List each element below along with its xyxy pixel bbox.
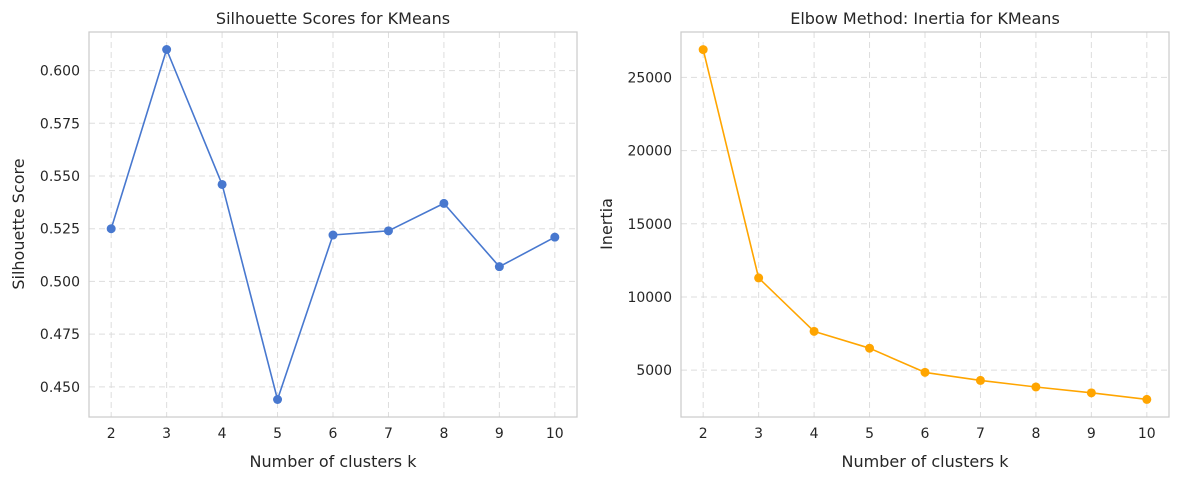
data-point [328,230,338,240]
x-tick-label: 4 [810,426,819,442]
x-tick-label: 5 [273,426,282,442]
x-axis-label: Number of clusters k [842,452,1010,471]
chart-title: Elbow Method: Inertia for KMeans [790,9,1060,28]
y-tick-label: 0.575 [40,116,80,132]
chart-title: Silhouette Scores for KMeans [216,9,450,28]
x-tick-label: 4 [218,426,227,442]
y-tick-label: 0.500 [40,274,80,290]
x-tick-label: 9 [495,426,504,442]
y-tick-label: 5000 [636,363,672,379]
data-point [1142,394,1152,404]
x-tick-label: 7 [976,426,985,442]
x-tick-label: 7 [384,426,393,442]
data-point [754,273,764,283]
data-point [975,375,985,385]
grid [681,32,1169,417]
data-point [698,45,708,55]
data-point [217,179,227,189]
y-tick-label: 0.525 [40,222,80,238]
silhouette-chart: Silhouette Scores for KMeans 2 3 4 5 6 7 8 9 10 0… [9,9,578,471]
x-tick-label: 8 [439,426,448,442]
plot-frame [88,31,578,418]
x-tick-label: 8 [1031,426,1040,442]
data-point [550,232,560,242]
y-tick-label: 20000 [627,144,672,160]
y-tick-label: 0.550 [40,169,80,185]
x-tick-label: 5 [865,426,874,442]
grid [89,32,577,417]
y-tick-label: 25000 [627,70,672,86]
data-point [383,226,393,236]
data-point [494,262,504,272]
data-point [106,224,116,234]
data-point [162,45,172,54]
y-tick-label: 0.450 [40,380,80,396]
x-tick-label: 2 [699,426,708,442]
tick-layer: 2 3 4 5 6 7 8 9 10 5000 10000 15000 20000 25000 [627,70,1155,442]
data-point [1086,388,1096,398]
y-tick-label: 15000 [627,217,672,233]
x-tick-label: 10 [1138,426,1156,442]
x-tick-label: 9 [1087,426,1096,442]
y-axis-label: Inertia [597,198,616,250]
x-tick-label: 2 [107,426,116,442]
y-axis-label: Silhouette Score [9,158,28,289]
inertia-chart: Elbow Method: Inertia for KMeans 2 3 4 5 6 7 8… [597,9,1170,471]
data-point [1031,382,1041,392]
series-layer [106,45,560,404]
x-tick-label: 6 [921,426,930,442]
data-point [865,343,875,353]
series-layer [698,45,1152,404]
y-tick-label: 10000 [627,290,672,306]
tick-layer: 2 3 4 5 6 7 8 9 10 0.450 0.475 0.500 0.525 0.550 0.575… [40,64,564,442]
x-tick-label: 3 [162,426,171,442]
x-tick-label: 6 [329,426,338,442]
plot-frame [680,31,1170,418]
y-tick-label: 0.600 [40,64,80,80]
y-tick-label: 0.475 [40,327,80,343]
data-point [809,326,819,336]
data-point [273,395,283,404]
x-tick-label: 10 [546,426,564,442]
x-tick-label: 3 [754,426,763,442]
data-point [920,367,930,377]
x-axis-label: Number of clusters k [250,452,418,471]
data-point [439,198,449,208]
